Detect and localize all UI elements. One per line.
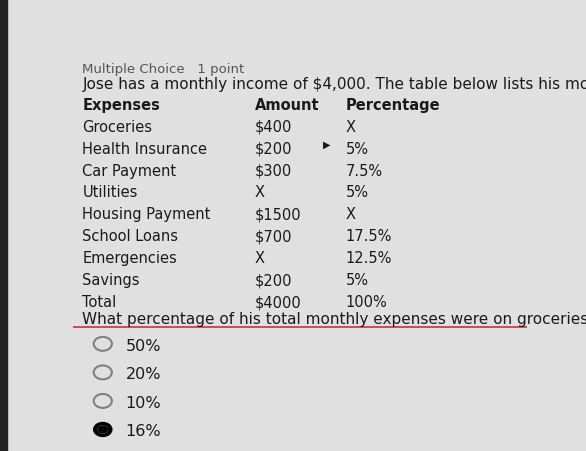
Text: 5%: 5%: [346, 272, 369, 288]
Text: $400: $400: [255, 120, 292, 134]
Text: 100%: 100%: [346, 295, 387, 309]
Text: 50%: 50%: [125, 338, 161, 353]
Text: Groceries: Groceries: [82, 120, 152, 134]
Text: 7.5%: 7.5%: [346, 163, 383, 178]
Text: 12.5%: 12.5%: [346, 251, 392, 266]
Text: Savings: Savings: [82, 272, 140, 288]
Text: X: X: [346, 120, 356, 134]
Text: $200: $200: [255, 272, 292, 288]
Text: $1500: $1500: [255, 207, 302, 222]
Text: 16%: 16%: [125, 423, 161, 438]
Text: What percentage of his total monthly expenses were on groceries?: What percentage of his total monthly exp…: [82, 311, 586, 326]
Text: Percentage: Percentage: [346, 97, 440, 112]
Text: 17.5%: 17.5%: [346, 229, 392, 244]
Text: Jose has a monthly income of $4,000. The table below lists his monthly expenses.: Jose has a monthly income of $4,000. The…: [82, 77, 586, 92]
Circle shape: [98, 426, 107, 433]
Text: Utilities: Utilities: [82, 185, 138, 200]
Text: $4000: $4000: [255, 295, 302, 309]
Circle shape: [98, 426, 107, 433]
Text: ▶: ▶: [323, 139, 331, 150]
Text: 5%: 5%: [346, 185, 369, 200]
Text: School Loans: School Loans: [82, 229, 178, 244]
Text: 20%: 20%: [125, 366, 161, 381]
Text: $200: $200: [255, 141, 292, 156]
Text: $700: $700: [255, 229, 292, 244]
Text: Expenses: Expenses: [82, 97, 160, 112]
Circle shape: [94, 423, 112, 437]
Text: Car Payment: Car Payment: [82, 163, 176, 178]
Text: Housing Payment: Housing Payment: [82, 207, 211, 222]
Text: Total: Total: [82, 295, 117, 309]
Text: Amount: Amount: [255, 97, 319, 112]
Text: Emergencies: Emergencies: [82, 251, 177, 266]
Text: Multiple Choice   1 point: Multiple Choice 1 point: [82, 63, 244, 76]
Text: 10%: 10%: [125, 395, 161, 410]
Text: X: X: [255, 251, 265, 266]
Text: Health Insurance: Health Insurance: [82, 141, 207, 156]
Text: X: X: [255, 185, 265, 200]
Text: $300: $300: [255, 163, 292, 178]
Text: X: X: [346, 207, 356, 222]
Text: 5%: 5%: [346, 141, 369, 156]
